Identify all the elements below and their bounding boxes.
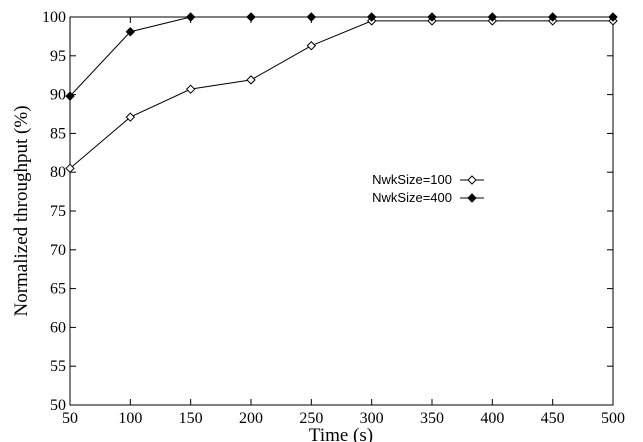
x-axis-title: Time (s) (309, 425, 373, 442)
y-tick-label: 75 (50, 203, 66, 220)
data-point-diamond (608, 12, 618, 22)
data-point-diamond (306, 12, 317, 22)
x-tick-label: 500 (601, 410, 625, 427)
y-tick-label: 80 (50, 164, 66, 181)
y-tick-label: 65 (50, 281, 66, 298)
plot-frame (69, 16, 614, 406)
series-1 (65, 16, 618, 174)
x-tick-label: 400 (480, 410, 504, 427)
legend: NwkSize=100 NwkSize=400 (372, 172, 484, 205)
series-line (69, 16, 613, 97)
series-line (69, 20, 613, 169)
y-tick-label: 95 (50, 48, 66, 65)
data-point-diamond (306, 41, 317, 51)
data-point-diamond (246, 75, 256, 85)
series-2 (65, 12, 618, 101)
data-point-diamond (125, 27, 136, 37)
data-point-diamond (65, 91, 75, 101)
x-tick-label: 100 (118, 410, 142, 427)
data-point-diamond (487, 12, 498, 22)
x-tick-label: 300 (360, 410, 384, 427)
x-tick-label: 350 (420, 410, 444, 427)
y-tick-label: 60 (50, 319, 66, 336)
axis-ticks: 50 55 60 65 70 75 80 85 90 95 100 50 100 150 200 250 300… (42, 9, 625, 427)
legend-marker (467, 175, 477, 185)
data-point-diamond (547, 12, 558, 22)
y-tick-label: 55 (50, 358, 66, 375)
legend-label: NwkSize=100 (372, 172, 452, 187)
data-point-diamond (65, 163, 75, 174)
data-point-diamond (125, 112, 136, 122)
x-tick-label: 450 (541, 410, 565, 427)
data-point-diamond (366, 12, 377, 22)
x-tick-label: 250 (299, 410, 323, 427)
y-axis-title: Normalized throughput (%) (11, 105, 32, 316)
data-point-diamond (246, 12, 256, 22)
x-tick-label: 50 (62, 410, 78, 427)
data-point-diamond (427, 12, 437, 22)
y-tick-label: 90 (50, 87, 66, 104)
y-tick-label: 85 (50, 125, 66, 142)
x-tick-label: 150 (179, 410, 203, 427)
data-point-diamond (185, 84, 196, 94)
legend-label: NwkSize=400 (372, 190, 452, 205)
series-layer (65, 12, 618, 174)
y-tick-label: 50 (50, 397, 66, 414)
x-tick-label: 200 (239, 410, 263, 427)
data-point-diamond (185, 12, 196, 22)
legend-marker (467, 193, 477, 203)
y-tick-label: 70 (50, 242, 66, 259)
y-tick-label: 100 (42, 9, 66, 26)
